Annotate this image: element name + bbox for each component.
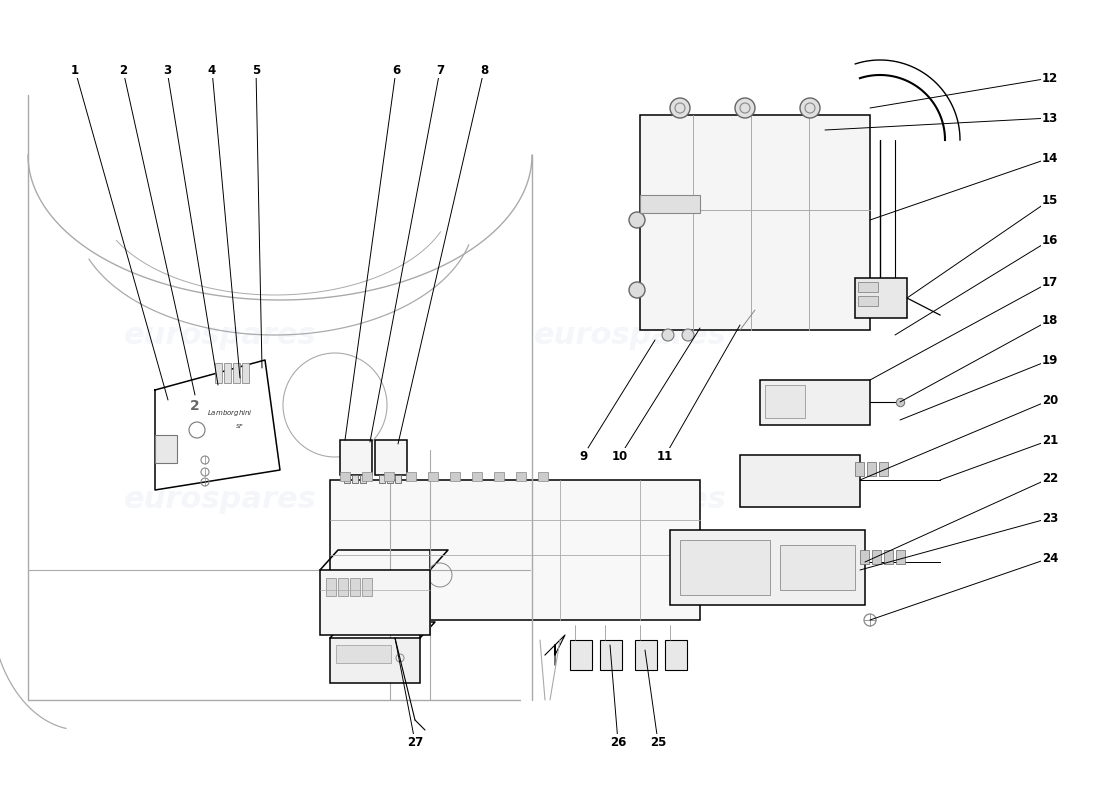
Text: 18: 18 <box>1042 314 1058 326</box>
Text: 2: 2 <box>119 63 128 77</box>
Bar <box>600 640 621 670</box>
Bar <box>375 440 407 475</box>
Bar <box>428 472 438 481</box>
Bar <box>330 480 700 620</box>
Text: eurospares: eurospares <box>123 321 317 350</box>
Bar <box>884 550 893 564</box>
Circle shape <box>864 614 876 626</box>
Text: 26: 26 <box>609 735 626 749</box>
Bar <box>336 645 390 663</box>
Text: $\it{SF}$: $\it{SF}$ <box>235 422 245 430</box>
Bar <box>155 435 177 463</box>
Bar <box>350 578 360 596</box>
Bar <box>872 550 881 564</box>
Circle shape <box>800 98 820 118</box>
Bar <box>680 540 770 595</box>
Text: 23: 23 <box>1042 511 1058 525</box>
Text: eurospares: eurospares <box>534 321 726 350</box>
Circle shape <box>682 329 694 341</box>
Bar <box>764 385 805 418</box>
Bar <box>387 475 393 483</box>
Text: eurospares: eurospares <box>534 486 726 514</box>
Bar <box>516 472 526 481</box>
Bar <box>330 638 420 683</box>
Text: 6: 6 <box>392 63 400 77</box>
Text: 19: 19 <box>1042 354 1058 366</box>
Bar <box>362 578 372 596</box>
Text: 17: 17 <box>1042 275 1058 289</box>
Text: 11: 11 <box>657 450 673 462</box>
Bar <box>472 472 482 481</box>
Circle shape <box>670 98 690 118</box>
Circle shape <box>662 329 674 341</box>
Bar <box>384 472 394 481</box>
Bar <box>879 462 888 476</box>
Text: 5: 5 <box>252 63 260 77</box>
Bar <box>670 530 865 605</box>
Bar <box>450 472 460 481</box>
Bar <box>740 455 860 507</box>
Bar <box>406 472 416 481</box>
Bar <box>340 440 372 475</box>
Text: 14: 14 <box>1042 151 1058 165</box>
Text: 20: 20 <box>1042 394 1058 406</box>
Bar <box>780 545 855 590</box>
Text: eurospares: eurospares <box>123 486 317 514</box>
Bar <box>858 296 878 306</box>
Bar <box>214 363 222 383</box>
Bar <box>760 380 870 425</box>
Bar <box>224 363 231 383</box>
Circle shape <box>629 282 645 298</box>
Text: 25: 25 <box>650 735 667 749</box>
Bar <box>362 472 372 481</box>
Text: 21: 21 <box>1042 434 1058 446</box>
Bar <box>340 472 350 481</box>
Text: 8: 8 <box>480 63 488 77</box>
Bar <box>635 640 657 670</box>
Bar <box>666 640 688 670</box>
Text: 10: 10 <box>612 450 628 462</box>
Text: 22: 22 <box>1042 471 1058 485</box>
Text: 9: 9 <box>579 450 587 462</box>
Text: 24: 24 <box>1042 551 1058 565</box>
Text: 4: 4 <box>208 63 216 77</box>
Bar <box>320 570 430 635</box>
Bar <box>360 475 366 483</box>
Text: 15: 15 <box>1042 194 1058 206</box>
Text: 16: 16 <box>1042 234 1058 246</box>
Bar <box>379 475 385 483</box>
Text: $\it{Lamborghini}$: $\it{Lamborghini}$ <box>207 408 253 418</box>
Bar <box>860 550 869 564</box>
Text: 2: 2 <box>190 399 200 413</box>
Bar <box>233 363 240 383</box>
Bar <box>858 282 878 292</box>
Bar <box>352 475 358 483</box>
Bar <box>570 640 592 670</box>
Bar <box>344 475 350 483</box>
Bar <box>867 462 876 476</box>
Circle shape <box>629 212 645 228</box>
Bar <box>640 115 870 330</box>
Text: 27: 27 <box>407 735 424 749</box>
Text: 13: 13 <box>1042 111 1058 125</box>
Text: 7: 7 <box>436 63 444 77</box>
Bar <box>896 550 905 564</box>
Bar <box>338 578 348 596</box>
Bar <box>242 363 249 383</box>
Bar <box>395 475 402 483</box>
Bar <box>326 578 336 596</box>
Text: 3: 3 <box>163 63 172 77</box>
Bar <box>640 195 700 213</box>
Text: 12: 12 <box>1042 71 1058 85</box>
Bar <box>855 462 864 476</box>
Bar <box>494 472 504 481</box>
Bar <box>538 472 548 481</box>
Circle shape <box>735 98 755 118</box>
Text: 1: 1 <box>70 63 79 77</box>
Bar <box>855 278 908 318</box>
